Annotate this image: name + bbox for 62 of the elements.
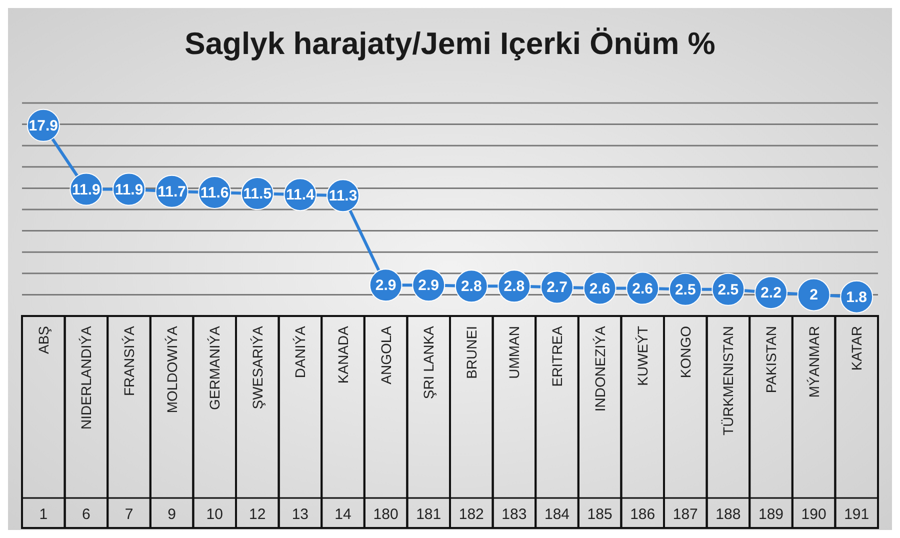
- data-label: 2.9: [418, 277, 440, 294]
- text: 187: [672, 506, 698, 523]
- data-label: 2: [810, 286, 818, 304]
- text: 6: [82, 506, 90, 523]
- x-tick-label: MOLDOWIÝA: [164, 325, 180, 414]
- x-tick-label: TÜRKMENISTAN: [720, 326, 736, 436]
- x-tick-label: KANADA: [335, 325, 351, 384]
- x-tick-label: PAKISTAN: [763, 326, 779, 394]
- x-tick-label: KUWEÝT: [634, 326, 651, 386]
- text: 188: [716, 506, 741, 523]
- x-tick-label: KONGO: [677, 326, 694, 378]
- text: 1: [39, 506, 48, 523]
- x-tick-label: INDONEZIÝA: [592, 325, 608, 412]
- text: 189: [758, 506, 784, 523]
- x-tick-label: ŞRI LANKA: [420, 325, 437, 400]
- x-tick-label: DANIÝA: [292, 325, 308, 378]
- data-label: 11.4: [286, 186, 316, 204]
- data-label: 2.9: [375, 277, 396, 294]
- x-tick-label: GERMANIÝA: [206, 325, 223, 410]
- text: 182: [458, 506, 484, 523]
- x-tick-label: ABŞ: [35, 326, 52, 354]
- x-tick-label: ANGOLA: [378, 325, 394, 384]
- data-label: 11.5: [243, 186, 272, 203]
- text: 14: [334, 506, 352, 523]
- x-tick-label: KATAR: [848, 326, 865, 371]
- x-tick-label: BRUNEI: [463, 326, 480, 379]
- text: 13: [292, 506, 309, 523]
- data-label: 2.6: [589, 280, 610, 298]
- text: 9: [168, 506, 176, 523]
- data-label: 1.8: [846, 288, 868, 306]
- data-label: 2.7: [546, 279, 568, 296]
- data-label: 2.5: [674, 281, 696, 298]
- x-tick-label: MÝANMAR: [806, 326, 822, 398]
- x-tick-label: ERITREA: [549, 325, 565, 387]
- data-label: 11.6: [200, 184, 229, 202]
- x-tick-label: ŞWESARIÝA: [249, 325, 266, 410]
- data-label: 11.9: [114, 181, 144, 198]
- text: 183: [502, 506, 527, 523]
- text: 190: [801, 506, 826, 523]
- data-label: 2.6: [632, 280, 654, 298]
- text: 180: [373, 506, 398, 523]
- text: 186: [630, 506, 656, 523]
- data-label: 11.3: [328, 188, 358, 205]
- x-tick-label: UMMAN: [506, 326, 522, 379]
- text: 10: [206, 506, 223, 523]
- point: [797, 278, 830, 312]
- text: 7: [124, 506, 134, 523]
- x-tick-label: NIDERLANDIÝA: [78, 325, 94, 430]
- data-label: 17.9: [28, 117, 58, 134]
- text: 184: [544, 506, 570, 523]
- text: 12: [249, 506, 266, 523]
- data-label: 2.8: [504, 278, 525, 296]
- data-label: 11.7: [158, 183, 186, 200]
- text: 191: [844, 506, 870, 523]
- data-label: 11.9: [72, 181, 100, 198]
- x-tick-label: FRANSIÝA: [121, 325, 137, 396]
- data-label: 2.8: [460, 278, 482, 296]
- text: 181: [416, 506, 442, 523]
- data-label: 2.2: [760, 284, 782, 302]
- data-label: 2.5: [718, 281, 739, 298]
- chart-title: Saglyk harajaty/Jemi Içerki Önüm %: [184, 26, 716, 62]
- text: 185: [587, 506, 612, 523]
